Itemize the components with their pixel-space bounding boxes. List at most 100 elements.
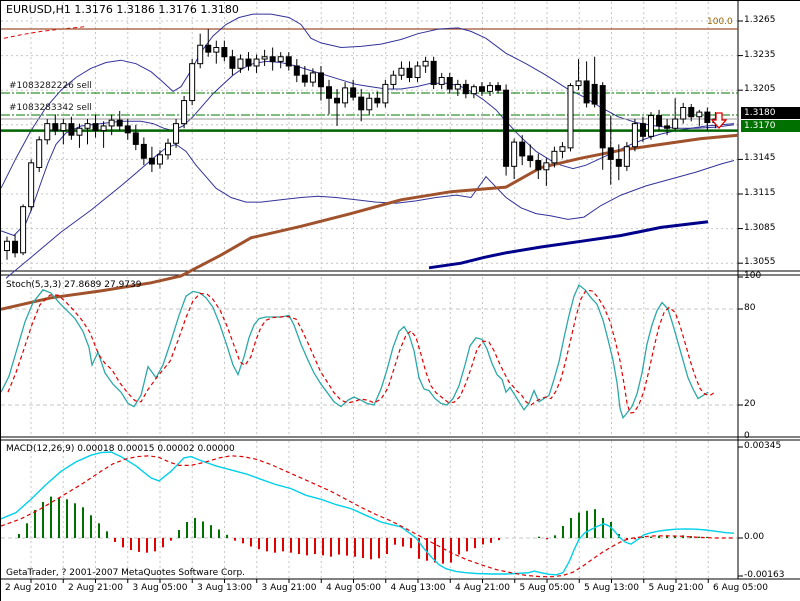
candle-body: [398, 67, 405, 76]
candle-body: [92, 123, 99, 132]
candle-body: [181, 100, 188, 125]
price-axis-label: 1.3235: [744, 49, 776, 60]
candle-body: [535, 160, 542, 171]
candle-body: [527, 155, 534, 162]
candle-body: [76, 127, 83, 136]
time-axis-label: 6 Aug 05:00: [713, 583, 768, 593]
candle-body: [454, 83, 461, 90]
candle-body: [285, 56, 292, 67]
candle-body: [221, 47, 228, 58]
candle-body: [100, 125, 107, 132]
candle-body: [567, 85, 574, 149]
stoch-axis-label: 100: [744, 271, 762, 281]
stoch-axis-label: 0: [744, 431, 750, 441]
candle-body: [680, 106, 687, 120]
price-axis-label: 1.3265: [744, 15, 776, 25]
price-axis-label: 1.3055: [744, 257, 776, 268]
price-axis-label: 1.3205: [744, 84, 776, 95]
time-axis-label: 4 Aug 05:00: [326, 583, 381, 593]
bid-price-badge: 1.3180: [741, 107, 800, 119]
macd-label: MACD(12,26,9) 0.00018 0.00015 0.00002 0.…: [6, 444, 235, 454]
order-label-2[interactable]: #1083283342 sell: [9, 103, 92, 113]
candle-body: [664, 125, 671, 129]
candle-body: [213, 47, 220, 53]
sell-arrow-icon: [710, 112, 728, 129]
candle-body: [382, 83, 389, 104]
candle-body: [20, 206, 27, 254]
candle-body: [12, 240, 19, 254]
candle-body: [116, 119, 123, 127]
candle-body: [366, 97, 373, 111]
candle-body: [462, 83, 469, 95]
macd-axis-label: 0.00345: [744, 441, 782, 451]
bollinger-lower-band: [5, 143, 735, 279]
candle-body: [205, 44, 212, 53]
candle-body: [615, 158, 622, 167]
time-axis-label: 5 Aug 21:00: [648, 583, 704, 593]
candle-body: [301, 74, 308, 83]
time-axis-label: 5 Aug 13:00: [584, 583, 639, 593]
candle-body: [704, 111, 711, 123]
macd-main-line: [1, 451, 735, 576]
candle-body: [446, 77, 453, 90]
candle-body: [197, 44, 204, 65]
candle-body: [245, 58, 252, 67]
candle-body: [165, 142, 171, 156]
candle-body: [623, 146, 630, 167]
candle-body: [36, 139, 43, 168]
bollinger-middle-band: [1, 60, 735, 237]
candle-body: [173, 123, 180, 144]
candle-body: [503, 89, 510, 167]
candle-body: [140, 143, 147, 159]
candle-body: [358, 96, 365, 111]
candle-body: [253, 58, 260, 67]
candle-body: [559, 146, 566, 152]
candle-body: [108, 119, 115, 127]
red-dashed-segment: [3, 26, 85, 39]
fibo-level-label[interactable]: 100.0: [707, 17, 733, 27]
price-axis-label: 1.3145: [744, 153, 776, 164]
stoch-main-line: [1, 283, 709, 420]
candle-body: [326, 86, 332, 99]
candle-body: [639, 123, 646, 137]
candle-body: [317, 72, 324, 88]
candle-body: [293, 65, 300, 76]
stochastic-label: Stoch(5,3,3) 27.8689 27.9739: [6, 280, 142, 290]
candle-body: [156, 154, 163, 165]
candle-body: [68, 123, 75, 136]
candle-body: [656, 115, 663, 127]
candle-body: [648, 115, 654, 137]
candle-body: [237, 58, 244, 69]
candle-body: [406, 67, 413, 79]
candle-body: [148, 157, 155, 165]
hline-price-badge: 1.3170: [741, 120, 800, 132]
candle-body: [599, 85, 606, 149]
candle-body: [607, 147, 614, 160]
candle-body: [519, 141, 526, 157]
candle-body: [334, 97, 341, 104]
order-label-1[interactable]: #1083282226 sell: [9, 81, 92, 91]
candle-body: [591, 83, 598, 105]
candle-body: [277, 56, 284, 62]
time-axis-label: 3 Aug 21:00: [261, 583, 317, 593]
candle-body: [44, 123, 51, 141]
candle-body: [84, 123, 91, 129]
time-axis-label: 5 Aug 05:00: [519, 583, 575, 593]
candle-body: [422, 60, 429, 67]
stoch-axis-label: 80: [744, 303, 756, 313]
candle-body: [28, 162, 35, 208]
candle-body: [583, 80, 590, 104]
candle-body: [374, 97, 381, 104]
bollinger-upper-band: [1, 13, 735, 189]
candle-body: [470, 86, 477, 95]
candle-body: [511, 141, 518, 167]
candle-body: [495, 85, 502, 91]
moving-average-blue: [428, 220, 709, 270]
time-axis-label: 3 Aug 13:00: [197, 583, 252, 593]
time-axis-label: 2 Aug 21:00: [68, 583, 123, 593]
time-axis-label: 4 Aug 13:00: [390, 583, 446, 593]
candle-body: [430, 60, 437, 85]
candle-body: [309, 72, 316, 83]
